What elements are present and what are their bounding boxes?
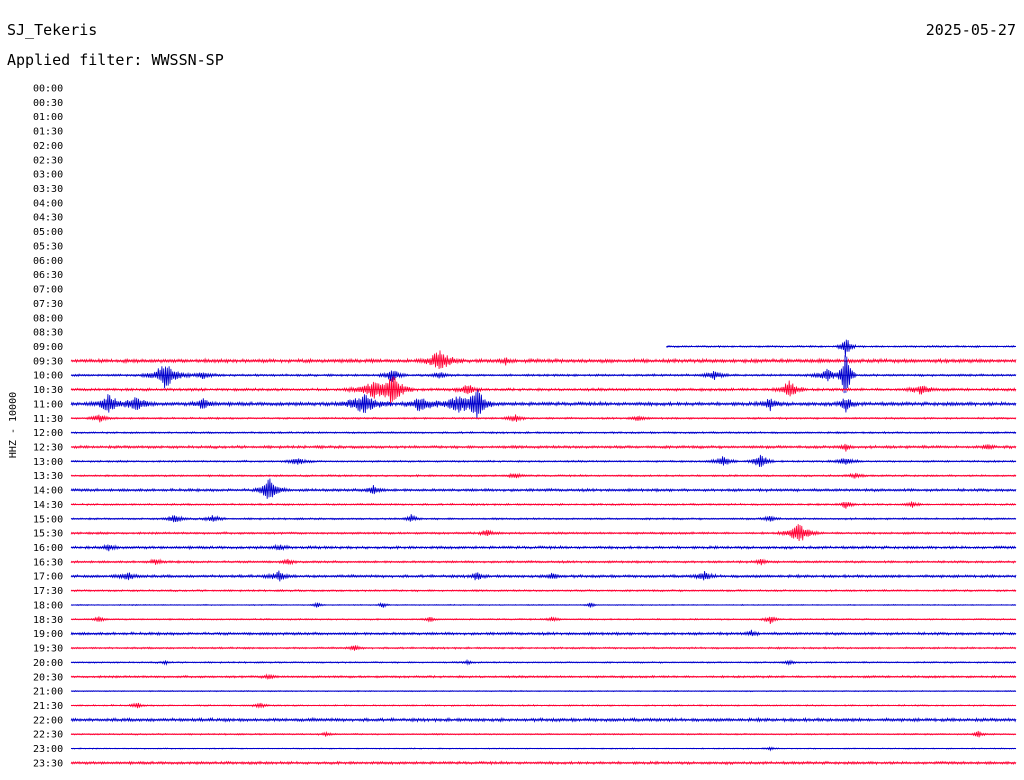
tick-label-0630: 06:30 [33,270,63,281]
y-axis-label: HHZ - 10000 [8,392,19,458]
trace-2200 [70,716,1017,723]
tick-label-2330: 23:30 [33,758,63,769]
trace-1100 [70,389,1017,420]
tick-label-2130: 21:30 [33,701,63,712]
tick-label-0330: 03:30 [33,184,63,195]
tick-label-0430: 04:30 [33,213,63,224]
tick-label-1500: 15:00 [33,514,63,525]
tick-label-1230: 12:30 [33,443,63,454]
tick-label-1600: 16:00 [33,543,63,554]
tick-label-1130: 11:30 [33,414,63,425]
trace-1030 [70,376,1017,404]
tick-label-0600: 06:00 [33,256,63,267]
tick-label-0730: 07:30 [33,299,63,310]
tick-label-0200: 02:00 [33,141,63,152]
tick-label-0830: 08:30 [33,328,63,339]
trace-1400 [70,478,1017,499]
tick-label-1300: 13:00 [33,457,63,468]
tick-label-2030: 20:30 [33,672,63,683]
station-title: SJ_Tekeris [7,21,97,39]
trace-1230 [70,443,1017,452]
filter-label: Applied filter: WWSSN-SP [7,51,224,69]
trace-1700 [70,570,1017,582]
tick-label-1700: 17:00 [33,572,63,583]
trace-1600 [70,543,1017,552]
tick-label-0800: 08:00 [33,313,63,324]
tick-label-2100: 21:00 [33,687,63,698]
tick-label-2000: 20:00 [33,658,63,669]
tick-label-2230: 22:30 [33,730,63,741]
tick-label-1800: 18:00 [33,600,63,611]
trace-2030 [70,673,1017,681]
tick-label-0400: 04:00 [33,198,63,209]
tick-label-0130: 01:30 [33,127,63,138]
tick-label-0700: 07:00 [33,285,63,296]
trace-1830 [70,616,1017,625]
tick-label-2300: 23:00 [33,744,63,755]
tick-label-0230: 02:30 [33,155,63,166]
tick-label-1930: 19:30 [33,644,63,655]
tick-label-1830: 18:30 [33,615,63,626]
tick-label-1530: 15:30 [33,529,63,540]
seismic-traces [70,339,1017,766]
tick-label-1730: 17:30 [33,586,63,597]
trace-0930 [70,350,1017,370]
date-label: 2025-05-27 [926,21,1016,39]
tick-label-1330: 13:30 [33,471,63,482]
tick-label-0530: 05:30 [33,241,63,252]
tick-label-0300: 03:00 [33,170,63,181]
tick-label-0930: 09:30 [33,356,63,367]
tick-label-1000: 10:00 [33,371,63,382]
time-tick-labels: 00:00 00:30 01:00 01:30 02:00 02:30 03:00 03:30… [33,84,63,770]
tick-label-1430: 14:30 [33,500,63,511]
tick-label-1900: 19:00 [33,629,63,640]
trace-1530 [70,524,1017,542]
trace-1900 [70,629,1017,637]
tick-label-2200: 22:00 [33,715,63,726]
trace-0900 [666,339,1016,358]
tick-label-0900: 09:00 [33,342,63,353]
trace-1630 [70,558,1017,566]
tick-label-1400: 14:00 [33,486,63,497]
tick-label-1100: 11:00 [33,399,63,410]
tick-label-0000: 00:00 [33,84,63,95]
tick-label-0100: 01:00 [33,112,63,123]
tick-label-0500: 05:00 [33,227,63,238]
tick-label-0030: 00:30 [33,98,63,109]
tick-label-1630: 16:30 [33,557,63,568]
tick-label-1200: 12:00 [33,428,63,439]
trace-1500 [70,514,1017,523]
tick-label-1030: 10:30 [33,385,63,396]
trace-1430 [70,501,1017,509]
